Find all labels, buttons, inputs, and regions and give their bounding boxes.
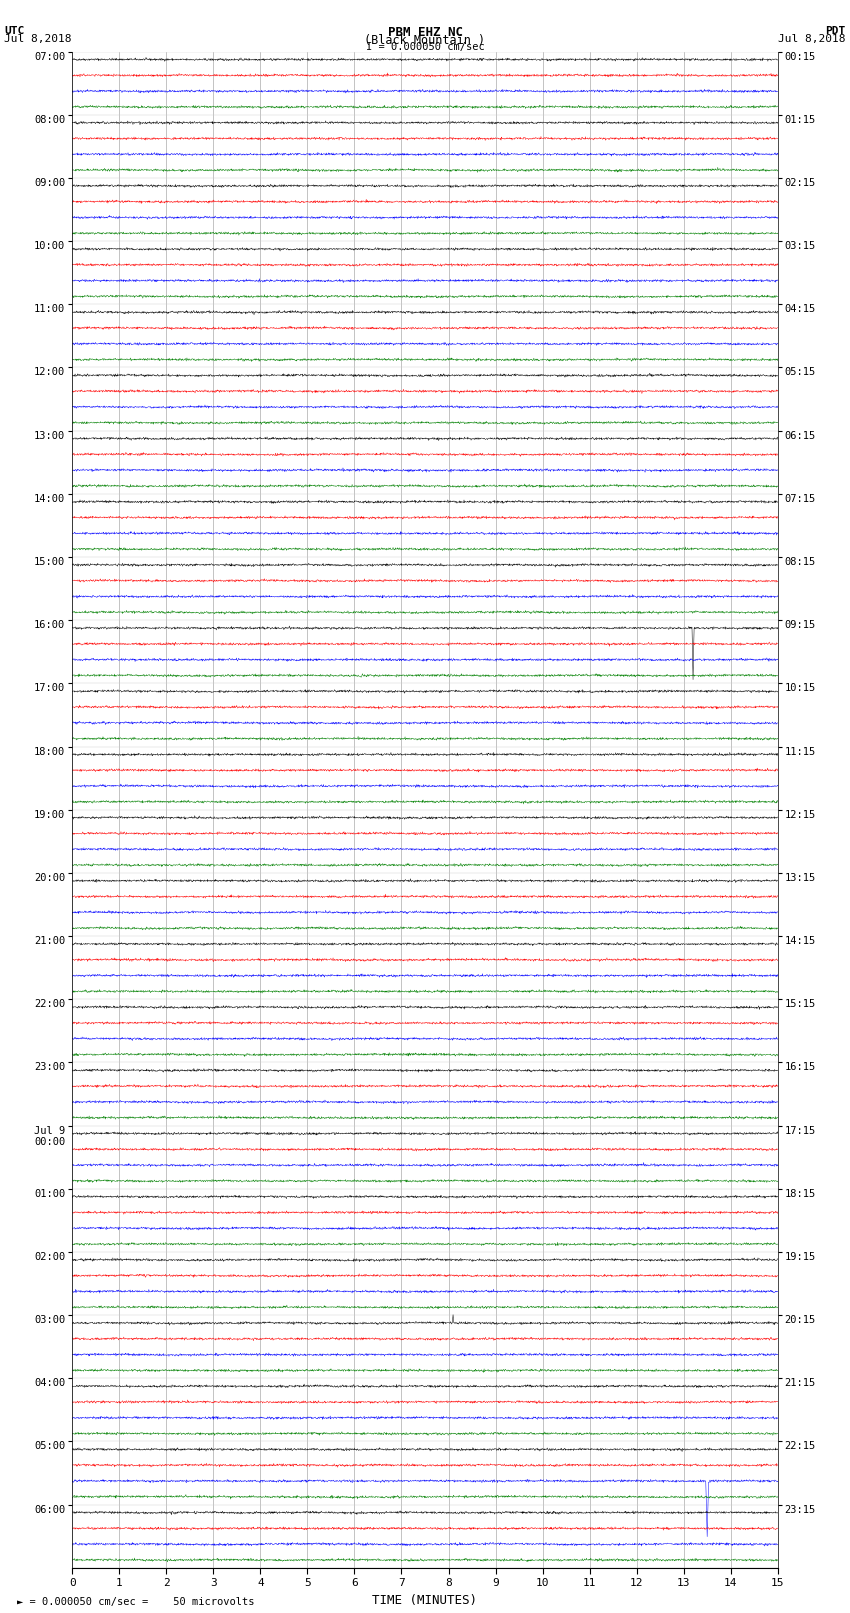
Text: UTC: UTC xyxy=(4,26,25,35)
Text: Jul 8,2018: Jul 8,2018 xyxy=(4,34,71,44)
Text: (Black Mountain ): (Black Mountain ) xyxy=(365,34,485,47)
Text: PDT: PDT xyxy=(825,26,846,35)
Text: ► = 0.000050 cm/sec =    50 microvolts: ► = 0.000050 cm/sec = 50 microvolts xyxy=(17,1597,254,1607)
Text: Jul 8,2018: Jul 8,2018 xyxy=(779,34,846,44)
X-axis label: TIME (MINUTES): TIME (MINUTES) xyxy=(372,1594,478,1607)
Text: PBM EHZ NC: PBM EHZ NC xyxy=(388,26,462,39)
Text: I = 0.000050 cm/sec: I = 0.000050 cm/sec xyxy=(366,42,484,52)
